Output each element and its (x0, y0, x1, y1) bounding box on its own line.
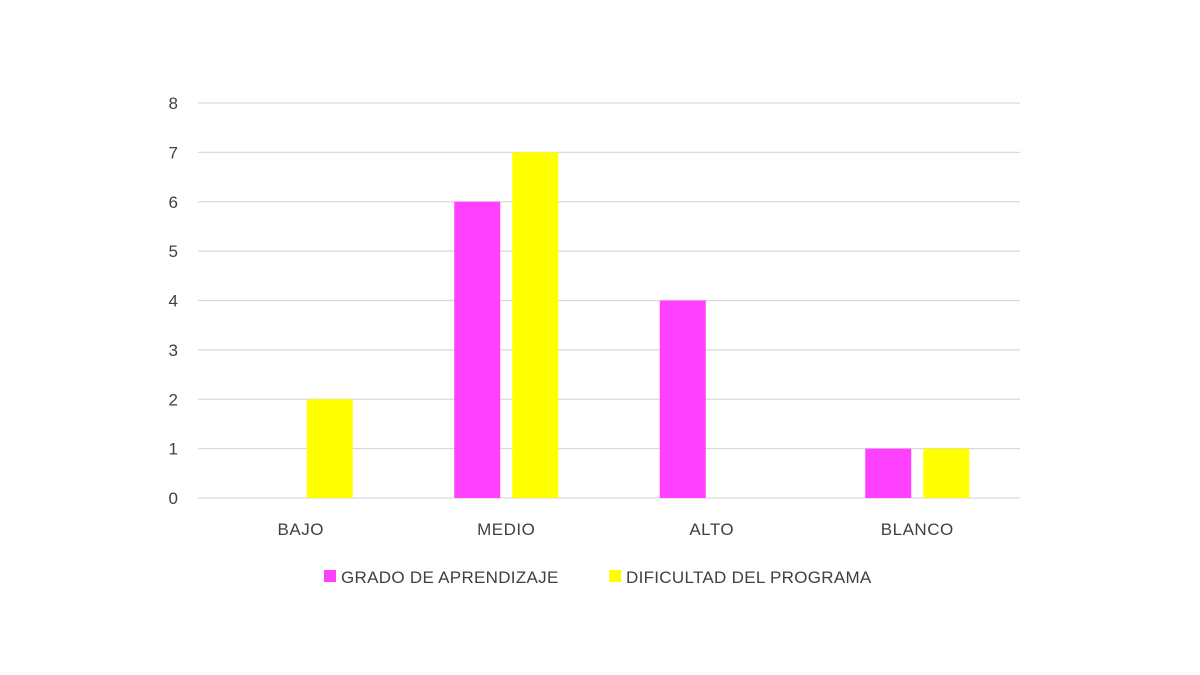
bar-medio-series-2 (512, 152, 559, 498)
x-category-label: MEDIO (477, 520, 535, 539)
x-axis-categories: BAJO MEDIO ALTO BLANCO (278, 520, 954, 539)
y-axis-ticks: 0 1 2 3 4 5 6 7 8 (169, 94, 178, 508)
y-tick-label: 4 (169, 292, 178, 311)
y-tick-label: 3 (169, 341, 178, 360)
x-category-label: ALTO (689, 520, 734, 539)
y-tick-label: 7 (169, 143, 178, 162)
y-tick-label: 0 (169, 489, 178, 508)
y-tick-label: 8 (169, 94, 178, 113)
bar-blanco-series-2 (923, 448, 970, 498)
legend: GRADO DE APRENDIZAJE DIFICULTAD DEL PROGR… (324, 568, 872, 587)
bar-alto-series-1 (659, 300, 706, 498)
legend-label: DIFICULTAD DEL PROGRAMA (626, 568, 872, 587)
bar-medio-series-1 (454, 201, 501, 498)
y-tick-label: 2 (169, 390, 178, 409)
legend-swatch (324, 570, 336, 582)
x-category-label: BAJO (278, 520, 324, 539)
x-category-label: BLANCO (881, 520, 954, 539)
bars (306, 152, 970, 498)
y-tick-label: 1 (169, 440, 178, 459)
bar-bajo-series-2 (306, 399, 353, 498)
legend-swatch (609, 570, 621, 582)
legend-label: GRADO DE APRENDIZAJE (341, 568, 559, 587)
bar-blanco-series-1 (865, 448, 912, 498)
y-tick-label: 6 (169, 193, 178, 212)
y-tick-label: 5 (169, 242, 178, 261)
